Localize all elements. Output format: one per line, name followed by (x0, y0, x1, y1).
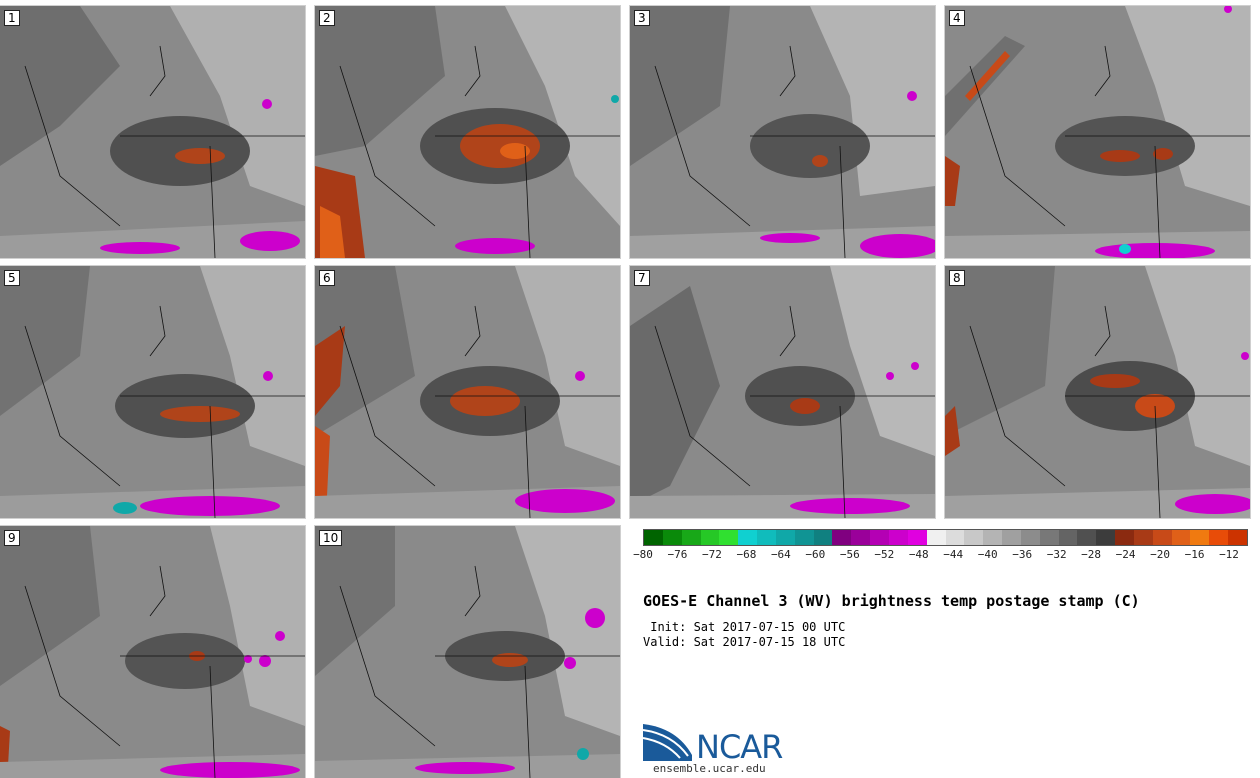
panel-number: 2 (319, 10, 335, 26)
colorbar-swatch (945, 530, 965, 545)
colorbar-swatch (1228, 530, 1247, 545)
ncar-logo-icon (642, 724, 692, 761)
colorbar-swatch (1002, 530, 1021, 545)
wv-map (630, 6, 935, 258)
colorbar-tick-label: −64 (770, 548, 791, 561)
colorbar-tick-label: −40 (977, 548, 998, 561)
colorbar-swatch (851, 530, 871, 545)
colorbar-tick-label: −24 (1115, 548, 1136, 561)
panel-number: 10 (319, 530, 343, 546)
map-panel[interactable]: 3 (629, 5, 936, 259)
chart-title: GOES-E Channel 3 (WV) brightness temp po… (643, 592, 1140, 610)
panel-number: 7 (634, 270, 650, 286)
colorbar-swatch (870, 530, 889, 545)
map-panel[interactable]: 2 (314, 5, 621, 259)
map-panel[interactable]: 10 (314, 525, 621, 778)
colorbar-tick-label: −60 (805, 548, 826, 561)
colorbar-tick-label: −20 (1150, 548, 1170, 561)
colorbar-tick-label: −68 (736, 548, 757, 561)
colorbar-swatch (738, 530, 758, 545)
colorbar-swatch (1190, 530, 1210, 545)
map-panel[interactable]: 9 (0, 525, 306, 778)
colorbar-tick-label: −44 (943, 548, 964, 561)
panel-number: 9 (4, 530, 20, 546)
wv-map (315, 266, 620, 518)
colorbar-swatch (888, 530, 908, 545)
colorbar-swatch (1096, 530, 1116, 545)
colorbar-swatch (983, 530, 1003, 545)
colorbar-swatch (813, 530, 833, 545)
colorbar-tick-label: −76 (667, 548, 688, 561)
colorbar-tick-label: −32 (1046, 548, 1067, 561)
colorbar-swatch (662, 530, 682, 545)
colorbar-tick-label: −52 (874, 548, 895, 561)
map-panel[interactable]: 1 (0, 5, 306, 259)
colorbar-swatch (681, 530, 701, 545)
panel-number: 1 (4, 10, 20, 26)
colorbar-swatch (964, 530, 984, 545)
wv-map (0, 6, 305, 258)
colorbar-swatch (926, 530, 946, 545)
wv-map (945, 6, 1250, 258)
map-panel[interactable]: 6 (314, 265, 621, 519)
colorbar-ticks: −80 −76 −72 −68 −64 −60 −56 −52 −48 −44 −40 −36 −32 −… (633, 548, 1248, 562)
wv-map (630, 266, 935, 518)
wv-map (0, 266, 305, 518)
colorbar-swatch (644, 530, 663, 545)
colorbar-tick-label: −12 (1219, 548, 1239, 561)
wv-map (315, 526, 620, 778)
colorbar-swatch (1152, 530, 1172, 545)
colorbar-swatch (719, 530, 739, 545)
colorbar-swatch (1171, 530, 1191, 545)
logo-text: NCAR (696, 728, 783, 766)
logo-url: ensemble.ucar.edu (653, 762, 766, 775)
colorbar-swatch (700, 530, 720, 545)
map-panel[interactable]: 8 (944, 265, 1251, 519)
panel-number: 8 (949, 270, 965, 286)
panel-number: 5 (4, 270, 20, 286)
colorbar-swatch (757, 530, 776, 545)
panel-number: 6 (319, 270, 335, 286)
map-panel[interactable]: 4 (944, 5, 1251, 259)
map-panel[interactable]: 7 (629, 265, 936, 519)
colorbar-swatch (794, 530, 814, 545)
colorbar-swatch (1039, 530, 1059, 545)
colorbar-tick-label: −28 (1081, 548, 1102, 561)
valid-time: Valid: Sat 2017-07-15 18 UTC (643, 635, 846, 649)
colorbar-tick-label: −56 (839, 548, 860, 561)
panel-number: 3 (634, 10, 650, 26)
colorbar-swatch (907, 530, 927, 545)
colorbar-swatch (775, 530, 795, 545)
panel-number: 4 (949, 10, 965, 26)
colorbar-tick-label: −16 (1184, 548, 1205, 561)
colorbar-tick-label: −48 (908, 548, 929, 561)
init-time: Init: Sat 2017-07-15 00 UTC (643, 620, 846, 634)
colorbar-swatch (1133, 530, 1153, 545)
colorbar-swatch (1209, 530, 1229, 545)
colorbar-swatch (1077, 530, 1097, 545)
wv-map (945, 266, 1250, 518)
colorbar (643, 529, 1248, 546)
wv-map (315, 6, 620, 258)
colorbar-swatch (1115, 530, 1134, 545)
colorbar-tick-label: −36 (1012, 548, 1033, 561)
colorbar-tick-label: −80 (633, 548, 653, 561)
colorbar-swatch (1058, 530, 1078, 545)
wv-map (0, 526, 305, 778)
map-panel[interactable]: 5 (0, 265, 306, 519)
colorbar-swatch (832, 530, 852, 545)
colorbar-swatch (1020, 530, 1040, 545)
colorbar-tick-label: −72 (702, 548, 722, 561)
